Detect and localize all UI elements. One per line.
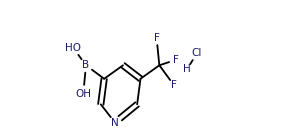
Text: OH: OH <box>75 89 91 99</box>
Text: F: F <box>171 81 177 90</box>
Text: Cl: Cl <box>192 48 202 58</box>
Text: N: N <box>111 118 119 128</box>
Text: H: H <box>183 64 191 74</box>
Text: HO: HO <box>65 43 81 53</box>
Text: F: F <box>154 33 160 43</box>
Text: F: F <box>173 55 178 65</box>
Text: B: B <box>82 60 90 70</box>
